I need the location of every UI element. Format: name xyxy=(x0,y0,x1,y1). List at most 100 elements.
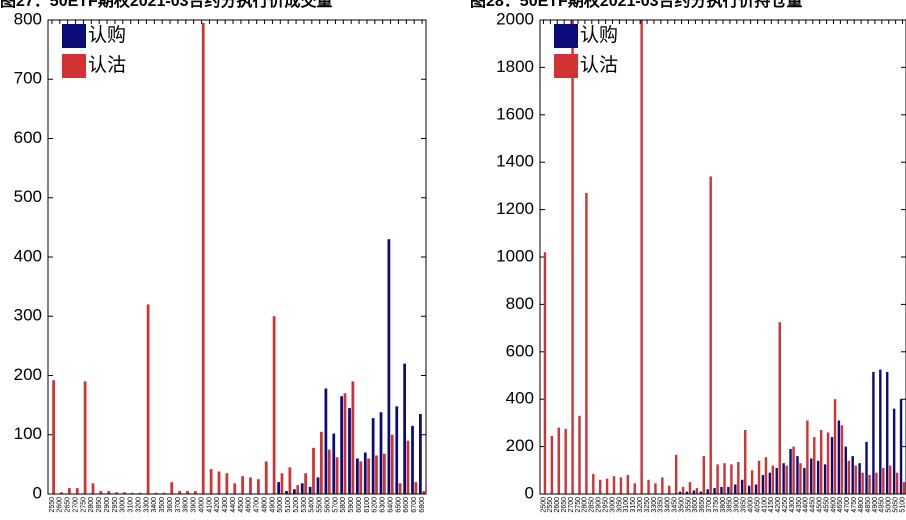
x-tick-label: 2900 xyxy=(104,497,111,513)
bar xyxy=(875,472,878,494)
x-tick-label: 3400 xyxy=(665,497,672,513)
x-tick-label: 3300 xyxy=(143,497,150,513)
bar xyxy=(626,475,630,494)
bar xyxy=(741,479,744,494)
x-tick-label: 4200 xyxy=(775,497,782,513)
y-tick-label: 1200 xyxy=(496,199,534,218)
bar xyxy=(819,430,823,494)
x-tick-label: 4800 xyxy=(261,497,268,513)
legend-label: 认购 xyxy=(88,24,126,46)
y-tick-label: 1800 xyxy=(496,57,534,76)
bar xyxy=(387,239,391,494)
bar xyxy=(723,463,726,494)
x-tick-label: 3500 xyxy=(159,497,166,513)
bar xyxy=(892,408,896,494)
bar xyxy=(308,486,312,494)
bar xyxy=(647,479,650,494)
bar xyxy=(668,485,671,494)
x-tick-label: 3800 xyxy=(183,497,190,513)
x-tick-label: 3950 xyxy=(741,497,748,513)
bar xyxy=(335,457,339,494)
y-tick-label: 800 xyxy=(506,294,534,313)
y-tick-label: 700 xyxy=(14,69,42,88)
bar xyxy=(359,461,363,494)
y-tick-label: 300 xyxy=(14,306,42,325)
bar xyxy=(277,482,281,494)
x-tick-label: 4600 xyxy=(246,497,253,513)
bar xyxy=(865,441,868,494)
legend-label: 认购 xyxy=(580,24,618,46)
bar xyxy=(833,399,837,494)
bar xyxy=(312,447,315,494)
x-tick-label: 3050 xyxy=(616,497,623,513)
bar xyxy=(170,482,174,494)
x-tick-label: 3650 xyxy=(699,497,706,513)
x-tick-label: 4800 xyxy=(858,497,865,513)
bar xyxy=(810,458,813,494)
bar xyxy=(674,454,678,494)
bar xyxy=(585,193,588,494)
x-tick-label: 2900 xyxy=(596,497,603,513)
bar xyxy=(619,477,623,494)
bar xyxy=(640,20,643,494)
bar xyxy=(75,488,79,494)
bar xyxy=(803,467,806,494)
bar xyxy=(304,473,307,494)
x-tick-label: 2750 xyxy=(575,497,582,513)
bar xyxy=(327,449,331,494)
x-tick-label: 4900 xyxy=(872,497,879,513)
chart-title: 图28：50ETF期权2021-03合约分执行价持仓量 xyxy=(470,0,803,10)
bar xyxy=(895,472,899,494)
bar xyxy=(778,322,781,494)
y-tick-label: 1400 xyxy=(496,152,534,171)
x-tick-label: 5600 xyxy=(324,497,331,513)
bar xyxy=(851,456,854,494)
bar xyxy=(816,460,820,494)
x-tick-label: 4500 xyxy=(238,497,245,513)
plot-frame xyxy=(47,19,427,495)
x-tick-label: 6100 xyxy=(364,497,371,513)
x-tick-label: 3900 xyxy=(734,497,741,513)
bar xyxy=(685,491,689,494)
bar xyxy=(699,491,702,494)
x-tick-label: 3600 xyxy=(692,497,699,513)
bar xyxy=(186,491,189,494)
y-tick-label: 200 xyxy=(14,365,42,384)
x-tick-label: 3450 xyxy=(672,497,679,513)
x-tick-label: 6800 xyxy=(419,497,426,513)
x-tick-label: 2800 xyxy=(88,497,95,513)
x-tick-label: 2950 xyxy=(112,497,119,513)
bar xyxy=(382,453,386,494)
x-tick-label: 3400 xyxy=(151,497,158,513)
x-tick-label: 2700 xyxy=(568,497,575,513)
bar xyxy=(107,491,111,494)
x-tick-label: 4000 xyxy=(198,497,205,513)
y-tick-label: 0 xyxy=(525,483,534,502)
x-tick-label: 3300 xyxy=(651,497,658,513)
x-tick-label: 4000 xyxy=(747,497,754,513)
bar xyxy=(280,473,284,494)
bar xyxy=(661,477,664,494)
bar xyxy=(681,486,685,494)
bar xyxy=(902,482,906,494)
x-tick-label: 6200 xyxy=(372,497,379,513)
x-tick-label: 2850 xyxy=(96,497,103,513)
bar xyxy=(209,469,213,494)
bar xyxy=(692,490,696,494)
x-tick-label: 3600 xyxy=(167,497,174,513)
x-tick-label: 3900 xyxy=(191,497,198,513)
bar xyxy=(792,446,795,494)
x-tick-label: 5400 xyxy=(309,497,316,513)
x-tick-label: 4450 xyxy=(810,497,817,513)
bar xyxy=(806,420,809,494)
x-tick-label: 4300 xyxy=(789,497,796,513)
x-tick-label: 3100 xyxy=(623,497,630,513)
x-tick-label: 6500 xyxy=(395,497,402,513)
bar xyxy=(293,489,296,494)
bar xyxy=(844,446,848,494)
x-tick-label: 5100 xyxy=(899,497,906,513)
x-tick-label: 3200 xyxy=(637,497,644,513)
bar xyxy=(123,492,126,494)
x-tick-label: 5100 xyxy=(285,497,292,513)
bar xyxy=(52,380,55,494)
